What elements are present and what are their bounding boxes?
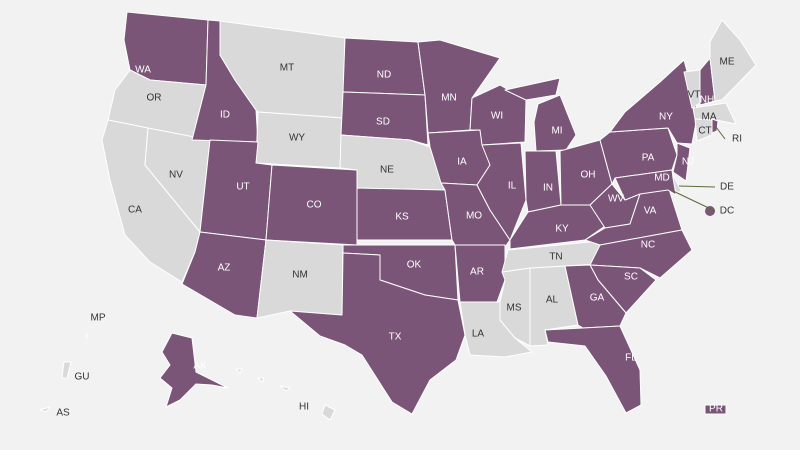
region-fl[interactable] (544, 325, 642, 414)
region-va[interactable] (584, 185, 683, 246)
region-il[interactable] (476, 142, 527, 241)
region-mi[interactable] (504, 77, 561, 101)
region-nj[interactable] (672, 142, 691, 182)
region-gu[interactable] (61, 361, 72, 379)
region-hi[interactable] (279, 385, 291, 392)
region-in[interactable] (524, 150, 562, 213)
region-sd[interactable] (340, 91, 429, 146)
region-mi[interactable] (533, 94, 577, 152)
region-ks[interactable] (356, 187, 453, 241)
region-mp[interactable] (84, 333, 89, 339)
region-nd[interactable] (342, 37, 426, 96)
region-hi[interactable] (257, 377, 265, 383)
region-label-ri: RI (732, 134, 742, 145)
leader-line-dc (670, 189, 716, 212)
region-wy[interactable] (255, 111, 344, 169)
region-me[interactable] (709, 19, 757, 102)
region-ky[interactable] (509, 204, 606, 250)
leader-line-de (678, 185, 716, 188)
region-ct[interactable] (694, 118, 713, 142)
region-ga[interactable] (564, 264, 627, 329)
region-label-gu: GU (75, 372, 90, 383)
region-shapes (39, 11, 757, 421)
leader-lines (670, 126, 726, 212)
region-nm[interactable] (256, 239, 344, 319)
region-md[interactable] (614, 169, 677, 201)
region-dc-marker[interactable] (705, 206, 715, 216)
region-ak[interactable] (159, 332, 229, 408)
region-tx[interactable] (289, 252, 466, 415)
region-hi[interactable] (235, 368, 243, 374)
leader-line-ri (715, 126, 726, 140)
region-label-de: DE (720, 182, 734, 193)
region-hi[interactable] (321, 404, 336, 421)
region-label-hi: HI (299, 402, 309, 413)
region-co[interactable] (265, 164, 358, 246)
region-ma[interactable] (692, 102, 737, 125)
region-label-dc: DC (720, 206, 734, 217)
region-ri[interactable] (711, 118, 719, 134)
region-as[interactable] (39, 406, 51, 413)
region-pr[interactable] (704, 404, 727, 415)
region-label-as: AS (56, 408, 70, 419)
region-ar[interactable] (454, 244, 506, 303)
region-label-mp: MP (91, 313, 106, 324)
